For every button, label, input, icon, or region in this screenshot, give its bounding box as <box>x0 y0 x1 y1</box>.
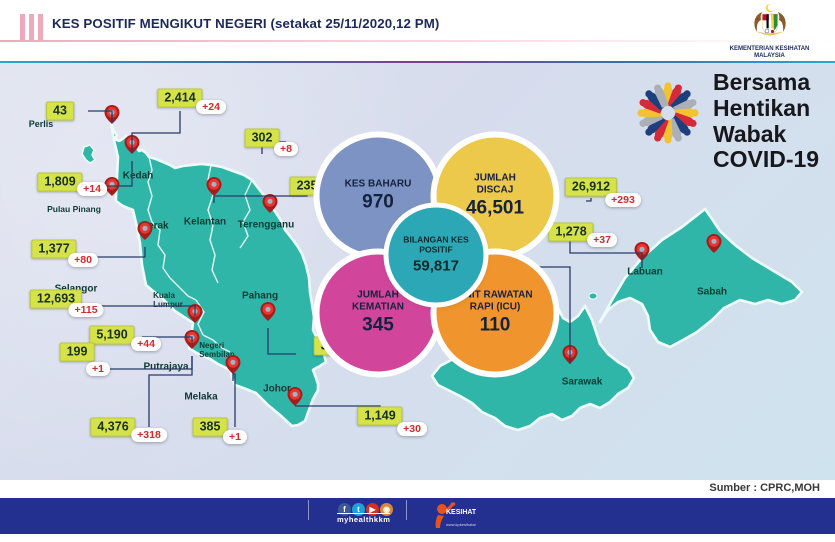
svg-text:www.kpkesihatan.gov.my: www.kpkesihatan.gov.my <box>446 522 476 527</box>
svg-text:KESIHATAN: KESIHATAN <box>446 509 476 516</box>
